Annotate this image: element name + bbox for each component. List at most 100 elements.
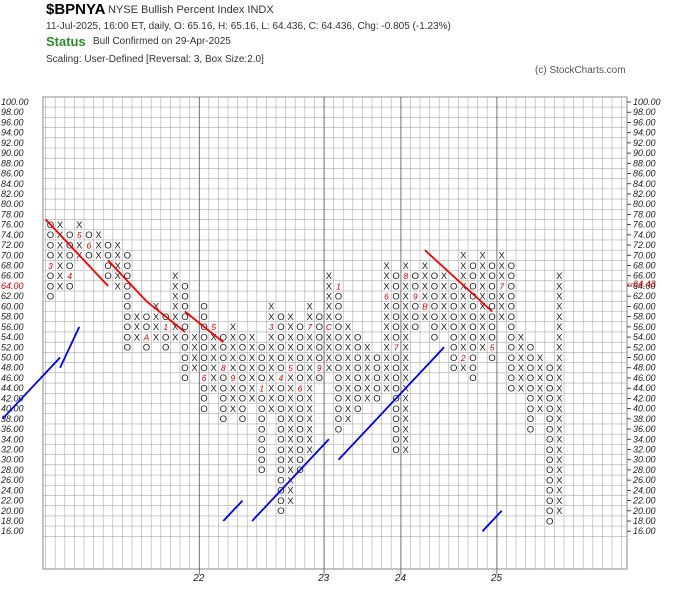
pnf-box: X	[307, 373, 314, 384]
pnf-box: X	[95, 251, 102, 262]
pnf-box: X	[115, 271, 122, 282]
pnf-box: O	[277, 332, 284, 343]
pnf-box: O	[258, 424, 265, 435]
y-tick-label-right: 20.00	[632, 506, 656, 516]
pnf-box: O	[546, 363, 553, 374]
pnf-box: O	[85, 230, 92, 241]
pnf-box: X	[307, 435, 314, 446]
pnf-box: X	[383, 281, 390, 292]
y-tick-label-left: 80.00	[1, 199, 24, 209]
pnf-box: O	[508, 343, 515, 354]
pnf-box: X	[345, 332, 352, 343]
pnf-box: X	[556, 322, 563, 333]
pnf-box: X	[556, 332, 563, 343]
pnf-box: X	[57, 220, 64, 231]
pnf-box: O	[47, 251, 54, 262]
pnf-box: X	[153, 302, 160, 313]
pnf-box: O	[392, 353, 399, 364]
pnf-box: X	[364, 383, 371, 394]
pnf-box: X	[211, 363, 218, 374]
pnf-box: O	[220, 332, 227, 343]
pnf-box: O	[277, 363, 284, 374]
pnf-box: X	[172, 332, 179, 343]
y-tick-label-left: 20.00	[0, 506, 24, 516]
pnf-box: O	[239, 394, 246, 405]
pnf-box: O	[162, 343, 169, 354]
pnf-box: X	[479, 291, 486, 302]
y-tick-label-right: 94.00	[633, 128, 656, 138]
pnf-box: X	[556, 465, 563, 476]
pnf-box: O	[335, 312, 342, 323]
pnf-box: O	[66, 261, 73, 272]
pnf-box: X	[460, 302, 467, 313]
pnf-box: O	[450, 302, 457, 313]
pnf-box: X	[518, 332, 525, 343]
pnf-box: O	[508, 373, 515, 384]
pnf-box: X	[383, 322, 390, 333]
pnf-box: X	[287, 332, 294, 343]
pnf-box: X	[345, 404, 352, 415]
pnf-box: O	[239, 332, 246, 343]
y-tick-label-left: 46.00	[1, 373, 24, 383]
y-tick-label-left: 88.00	[1, 158, 24, 168]
resistance-trend-line	[184, 310, 224, 343]
pnf-box: O	[469, 291, 476, 302]
pnf-box: X	[230, 332, 237, 343]
pnf-box: X	[460, 312, 467, 323]
pnf-box: X	[556, 404, 563, 415]
pnf-box: X	[307, 394, 314, 405]
pnf-box: X	[134, 312, 141, 323]
pnf-box: O	[239, 383, 246, 394]
pnf-box: O	[124, 302, 131, 313]
month-marker: 1	[163, 322, 168, 332]
pnf-box: O	[431, 271, 438, 282]
pnf-box: X	[518, 383, 525, 394]
pnf-box: X	[537, 363, 544, 374]
pnf-box: O	[373, 383, 380, 394]
pnf-box: O	[277, 506, 284, 517]
pnf-box: X	[287, 435, 294, 446]
y-tick-label-right: 72.00	[633, 240, 656, 250]
pnf-box: X	[556, 363, 563, 374]
pnf-box: X	[345, 373, 352, 384]
pnf-box: O	[412, 312, 419, 323]
pnf-box: O	[316, 373, 323, 384]
pnf-box: O	[450, 363, 457, 374]
pnf-box: O	[239, 353, 246, 364]
pnf-box: O	[316, 332, 323, 343]
pnf-box: O	[143, 343, 150, 354]
y-tick-label-right: 76.00	[633, 220, 656, 230]
year-label: 23	[317, 573, 330, 584]
y-tick-label-right: 90.00	[633, 148, 656, 158]
month-marker: 6	[298, 383, 303, 393]
pnf-box: X	[326, 343, 333, 354]
y-tick-label-right: 80.00	[633, 199, 656, 209]
pnf-box: O	[469, 312, 476, 323]
plot-area	[42, 96, 628, 570]
pnf-box: X	[403, 363, 410, 374]
pnf-box: X	[556, 455, 563, 466]
pnf-box: O	[431, 281, 438, 292]
pnf-box: X	[383, 343, 390, 354]
pnf-box: X	[556, 435, 563, 446]
quote-line: 11-Jul-2025, 16:00 ET, daily, O: 65.16, …	[46, 21, 451, 32]
pnf-box: O	[258, 404, 265, 415]
pnf-box: X	[76, 240, 83, 251]
pnf-box: O	[527, 383, 534, 394]
pnf-box: X	[230, 383, 237, 394]
y-tick-label-left: 50.00	[1, 353, 24, 363]
month-marker: 9	[231, 373, 236, 383]
pnf-box: X	[479, 251, 486, 262]
y-tick-label-left: 36.00	[1, 424, 24, 434]
pnf-box: O	[335, 394, 342, 405]
pnf-box: X	[479, 322, 486, 333]
pnf-box: O	[412, 302, 419, 313]
pnf-box: X	[230, 353, 237, 364]
y-tick-label-left: 78.00	[1, 209, 24, 219]
pnf-box: O	[277, 383, 284, 394]
